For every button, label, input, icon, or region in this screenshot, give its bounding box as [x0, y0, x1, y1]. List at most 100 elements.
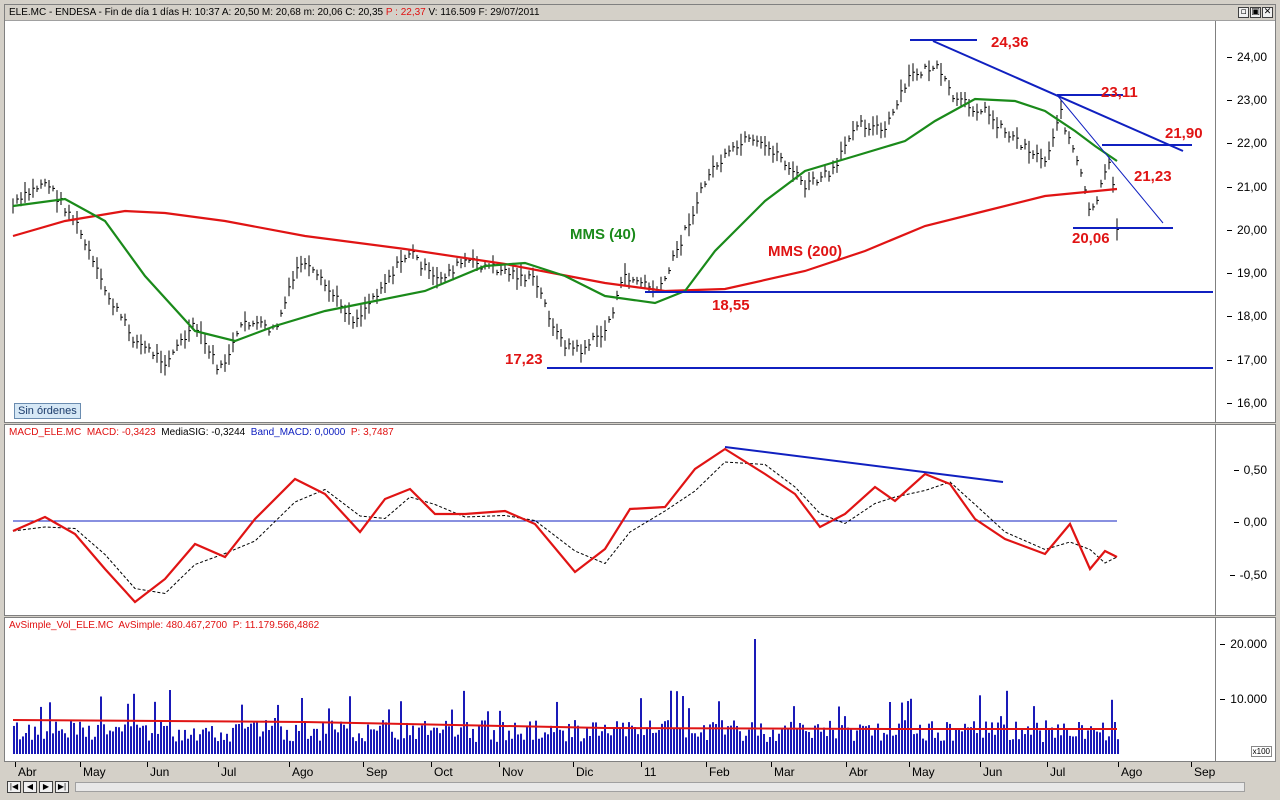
volume-bar	[697, 736, 699, 754]
volume-bar	[751, 722, 753, 754]
volume-bar	[994, 734, 996, 754]
volume-bar	[592, 722, 594, 754]
volume-bar	[331, 720, 333, 754]
annot-17-23: 17,23	[505, 351, 543, 368]
volume-bar	[427, 734, 429, 754]
volume-bar	[187, 738, 189, 754]
volume-bar	[421, 725, 423, 754]
volume-bar	[772, 729, 774, 754]
volume-bar	[1090, 726, 1092, 754]
volume-bar	[208, 731, 210, 754]
volume-bar	[898, 723, 900, 754]
volume-bar	[868, 725, 870, 754]
close-button[interactable]: ✕	[1262, 7, 1273, 18]
next-button[interactable]: ▶	[39, 781, 53, 793]
volume-bar	[763, 734, 765, 754]
volume-bar	[256, 720, 258, 754]
volume-bar	[847, 727, 849, 754]
volume-bar	[892, 735, 894, 754]
macd-p-value: P: 3,7487	[350, 427, 394, 438]
chart-scrollbar[interactable]: |◀ ◀ ▶ ▶|	[4, 780, 1276, 794]
volume-bar	[196, 740, 198, 754]
volume-bar	[466, 722, 468, 754]
volume-bar	[475, 741, 477, 754]
previous-button[interactable]: ◀	[23, 781, 37, 793]
volume-bar	[289, 740, 291, 754]
price-chart-area[interactable]: 24,36 23,11 21,90 21,23 20,06 18,55 17,2…	[5, 21, 1215, 422]
volume-bar	[517, 734, 519, 754]
volume-bar	[895, 734, 897, 754]
volume-bar	[1081, 725, 1083, 754]
volume-bar	[787, 728, 789, 754]
volume-bar	[46, 731, 48, 754]
volume-bar	[946, 722, 948, 754]
volume-bar	[121, 731, 123, 754]
volume-bar	[316, 728, 318, 754]
restore-button[interactable]: ▣	[1250, 7, 1261, 18]
volume-bar	[1036, 722, 1038, 754]
volume-bar	[157, 733, 159, 754]
volume-bar	[472, 728, 474, 754]
volume-bar	[661, 723, 663, 754]
volume-bar	[835, 738, 837, 754]
x-tick: Jun	[146, 762, 170, 779]
volume-bar	[76, 734, 78, 754]
scroll-track[interactable]	[75, 782, 1245, 792]
volume-bar	[514, 722, 516, 754]
volume-bar	[1018, 739, 1020, 754]
volume-bar	[1072, 736, 1074, 754]
macd-chart-area[interactable]	[5, 439, 1215, 615]
x-tick: Mar	[771, 762, 795, 779]
volume-chart-area[interactable]	[5, 632, 1215, 761]
volume-bar	[19, 739, 21, 754]
annot-24-36: 24,36	[991, 34, 1029, 51]
volume-bar	[223, 739, 225, 754]
y-tick: 0,00	[1233, 515, 1267, 529]
minimize-button[interactable]: ▫	[1238, 7, 1249, 18]
orders-badge[interactable]: Sin órdenes	[14, 403, 81, 419]
volume-bar	[55, 721, 57, 754]
volume-bar	[361, 738, 363, 754]
volume-bar	[133, 693, 135, 754]
volume-bar	[355, 741, 357, 754]
volume-bar	[319, 740, 321, 754]
y-tick: 24,00	[1226, 50, 1267, 64]
price-panel-titlebar[interactable]: ELE.MC - ENDESA - Fin de día 1 días H: 1…	[5, 5, 1275, 21]
volume-bar	[628, 722, 630, 754]
volume-bar	[34, 726, 36, 754]
volume-bar	[724, 734, 726, 754]
volume-bar	[241, 704, 243, 754]
volume-bar	[1030, 734, 1032, 754]
volume-bar	[25, 733, 27, 754]
volume-bar	[64, 733, 66, 754]
volume-bar	[601, 731, 603, 754]
volume-bar	[997, 722, 999, 754]
macd-signal-line	[12, 461, 1118, 595]
volume-bar	[874, 729, 876, 754]
volume-bar	[943, 740, 945, 754]
ma200-line	[12, 187, 1118, 293]
volume-bar	[583, 738, 585, 754]
volume-bar	[931, 721, 933, 754]
volume-bar	[22, 736, 24, 754]
volume-bar	[622, 722, 624, 754]
volume-bar	[550, 725, 552, 754]
volume-bar	[553, 732, 555, 754]
volume-bar	[232, 727, 234, 754]
volume-bar	[625, 736, 627, 754]
volume-bar	[1111, 699, 1113, 754]
volume-bar	[538, 738, 540, 754]
macd-panel-titlebar[interactable]: MACD_ELE.MC MACD: -0,3423 MediaSIG: -0,3…	[5, 425, 1275, 441]
volume-bar	[973, 721, 975, 754]
volume-bar	[829, 720, 831, 754]
last-page-button[interactable]: ▶|	[55, 781, 69, 793]
volume-bar	[964, 723, 966, 754]
volume-bar	[127, 703, 129, 754]
first-page-button[interactable]: |◀	[7, 781, 21, 793]
volume-bar	[565, 741, 567, 754]
volume-bar	[1051, 727, 1053, 754]
volume-bar	[40, 706, 42, 754]
volume-bar	[451, 709, 453, 754]
volume-bar	[652, 733, 654, 754]
volume-bar	[364, 741, 366, 754]
